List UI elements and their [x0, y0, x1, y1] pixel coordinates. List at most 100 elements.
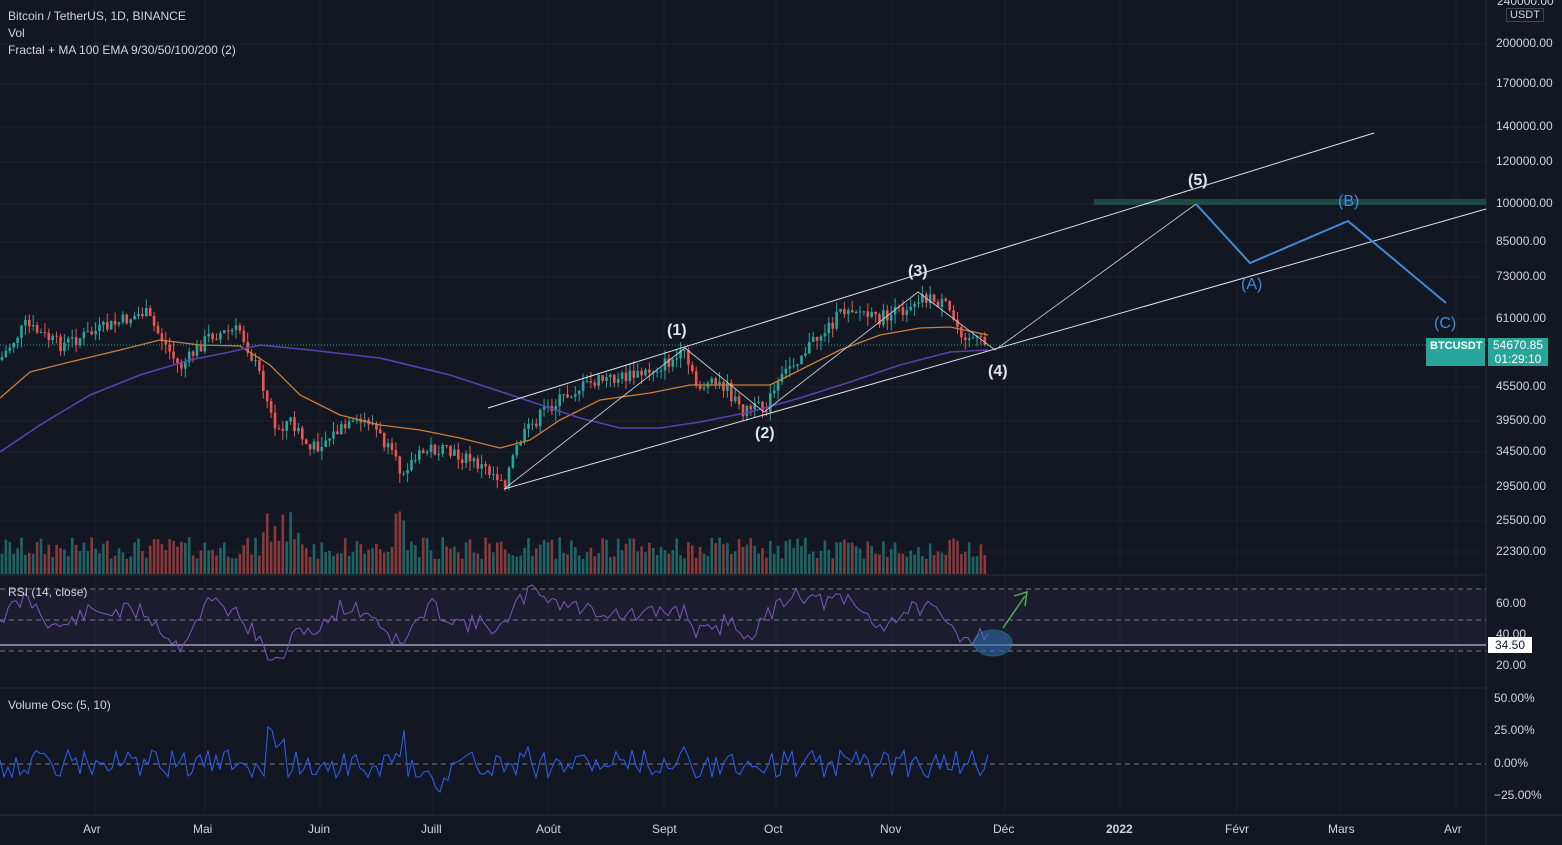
volume-bar [792, 547, 795, 574]
volume-bar [811, 551, 815, 574]
candle-body [230, 329, 234, 332]
currency-badge[interactable]: USDT [1506, 8, 1544, 22]
volume-bar [936, 551, 940, 574]
volume-bar [340, 553, 343, 574]
volume-bar [784, 540, 788, 574]
volume-bar [570, 540, 573, 574]
volume-bar [874, 553, 877, 574]
volume-legend[interactable]: Vol [8, 26, 25, 40]
lower-channel-line [503, 208, 1487, 490]
volume-bar [425, 538, 429, 574]
candle-body [445, 445, 448, 447]
candle-body [304, 439, 308, 445]
candle-body [967, 338, 971, 340]
candle-body [847, 310, 850, 315]
indicator-legend[interactable]: Fractal + MA 100 EMA 9/30/50/100/200 (2) [8, 43, 236, 57]
candle-body [168, 344, 171, 352]
candle-body [164, 341, 168, 345]
candle-body [936, 301, 940, 308]
volume-bar [531, 555, 534, 574]
candle-body [184, 362, 187, 369]
volume-bar [195, 558, 199, 574]
volume-bar [613, 556, 616, 574]
candle-body [390, 443, 394, 451]
volume-bar [788, 539, 792, 574]
volume-bar [219, 547, 222, 574]
candle-body [882, 310, 885, 325]
volume-bar [722, 544, 725, 574]
volume-bar [558, 537, 561, 574]
candle-body [843, 308, 846, 315]
volume-bar [28, 552, 31, 574]
volume-bar [254, 537, 257, 574]
volume-bar [20, 537, 23, 574]
volume-bar [472, 552, 476, 574]
volume-bar [102, 543, 105, 574]
rsi-line [0, 584, 989, 661]
candle-body [137, 313, 140, 316]
candle-body [293, 417, 296, 432]
last-price-value-box: 54670.85 01:29:10 [1488, 338, 1548, 366]
volume-osc-legend[interactable]: Volume Osc (5, 10) [8, 698, 111, 712]
volume-bar [484, 537, 487, 574]
candle-body [28, 319, 31, 327]
candle-body [316, 441, 320, 452]
volume-bar [523, 547, 526, 574]
volume-bar [882, 541, 885, 574]
volume-bar [70, 537, 74, 574]
volume-bar [815, 557, 819, 574]
corrective-wave-path [1195, 203, 1447, 304]
volume-bar [757, 553, 760, 574]
candle-body [141, 313, 144, 317]
candle-body [554, 405, 558, 412]
volume-bar [238, 553, 242, 574]
candle-body [757, 401, 760, 404]
candle-body [535, 423, 538, 427]
candle-body [203, 336, 207, 352]
volume-bar [164, 549, 168, 574]
candle-body [979, 335, 983, 338]
candle-body [909, 306, 912, 311]
volume-bar [655, 554, 659, 574]
volume-bar [437, 558, 441, 574]
volume-bar [250, 554, 253, 574]
candle-body [180, 363, 183, 369]
rsi-legend[interactable]: RSI (14, close) [8, 585, 88, 599]
upper-channel-line [487, 132, 1375, 409]
candle-body [343, 424, 347, 429]
resistance-zone [1094, 199, 1486, 205]
volume-bar [870, 545, 873, 574]
candle-body [905, 310, 909, 315]
time-axis-label: Févr [1225, 822, 1249, 836]
volume-bar [90, 537, 93, 574]
candle-body [457, 449, 460, 460]
candle-body [429, 444, 433, 452]
candle-body [464, 453, 468, 464]
candle-body [109, 320, 113, 330]
candle-body [722, 381, 725, 391]
symbol-title[interactable]: Bitcoin / TetherUS, 1D, BINANCE [8, 9, 186, 23]
volume-bar [488, 543, 491, 574]
price-axis-top-label: 240000.00 [1497, 0, 1554, 8]
volume-bar [180, 541, 183, 574]
wave-label-b: (B) [1338, 193, 1360, 210]
volume-bar [952, 538, 955, 574]
candle-body [702, 387, 706, 389]
volume-bar [211, 549, 214, 574]
candle-body [320, 446, 324, 452]
candle-body [63, 342, 66, 352]
candle-body [74, 337, 78, 345]
volume-bar [145, 557, 148, 574]
candle-body [51, 335, 54, 341]
volume-bar [737, 539, 741, 574]
candle-body [47, 332, 51, 341]
wave-label-a: (A) [1241, 276, 1263, 293]
volume-bar [496, 542, 499, 574]
candle-body [460, 459, 464, 464]
candle-body [414, 459, 417, 461]
candle-body [59, 336, 62, 352]
candle-body [593, 382, 597, 386]
volume-bar [776, 545, 780, 574]
volume-bar [749, 538, 753, 574]
